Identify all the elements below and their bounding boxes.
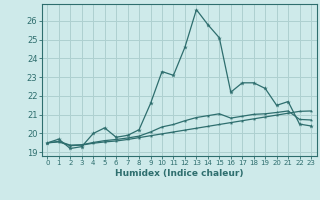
X-axis label: Humidex (Indice chaleur): Humidex (Indice chaleur) <box>115 169 244 178</box>
